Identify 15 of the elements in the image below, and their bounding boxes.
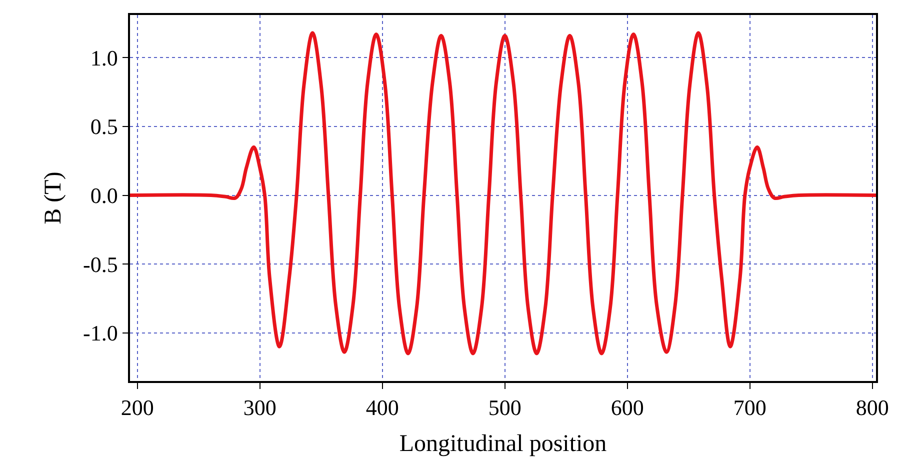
y-axis-title: B (T) [40, 172, 67, 224]
x-tick-label: 800 [856, 395, 889, 420]
x-tick-label: 200 [120, 395, 154, 420]
x-tick-label: 400 [366, 395, 399, 420]
y-tick-label: -0.5 [83, 252, 118, 277]
y-tick-label: 1.0 [90, 45, 118, 70]
x-tick-label: 700 [733, 395, 766, 420]
y-tick-label: 0.0 [90, 182, 118, 208]
x-tick-label: 500 [488, 395, 522, 420]
x-tick-label: 300 [243, 395, 276, 420]
x-axis-title: Longitudinal position [399, 430, 607, 457]
line-series [130, 31, 876, 356]
x-tick-label: 600 [610, 395, 644, 420]
y-tick-label: -1.0 [83, 320, 118, 346]
y-tick-label: 0.5 [90, 114, 118, 140]
